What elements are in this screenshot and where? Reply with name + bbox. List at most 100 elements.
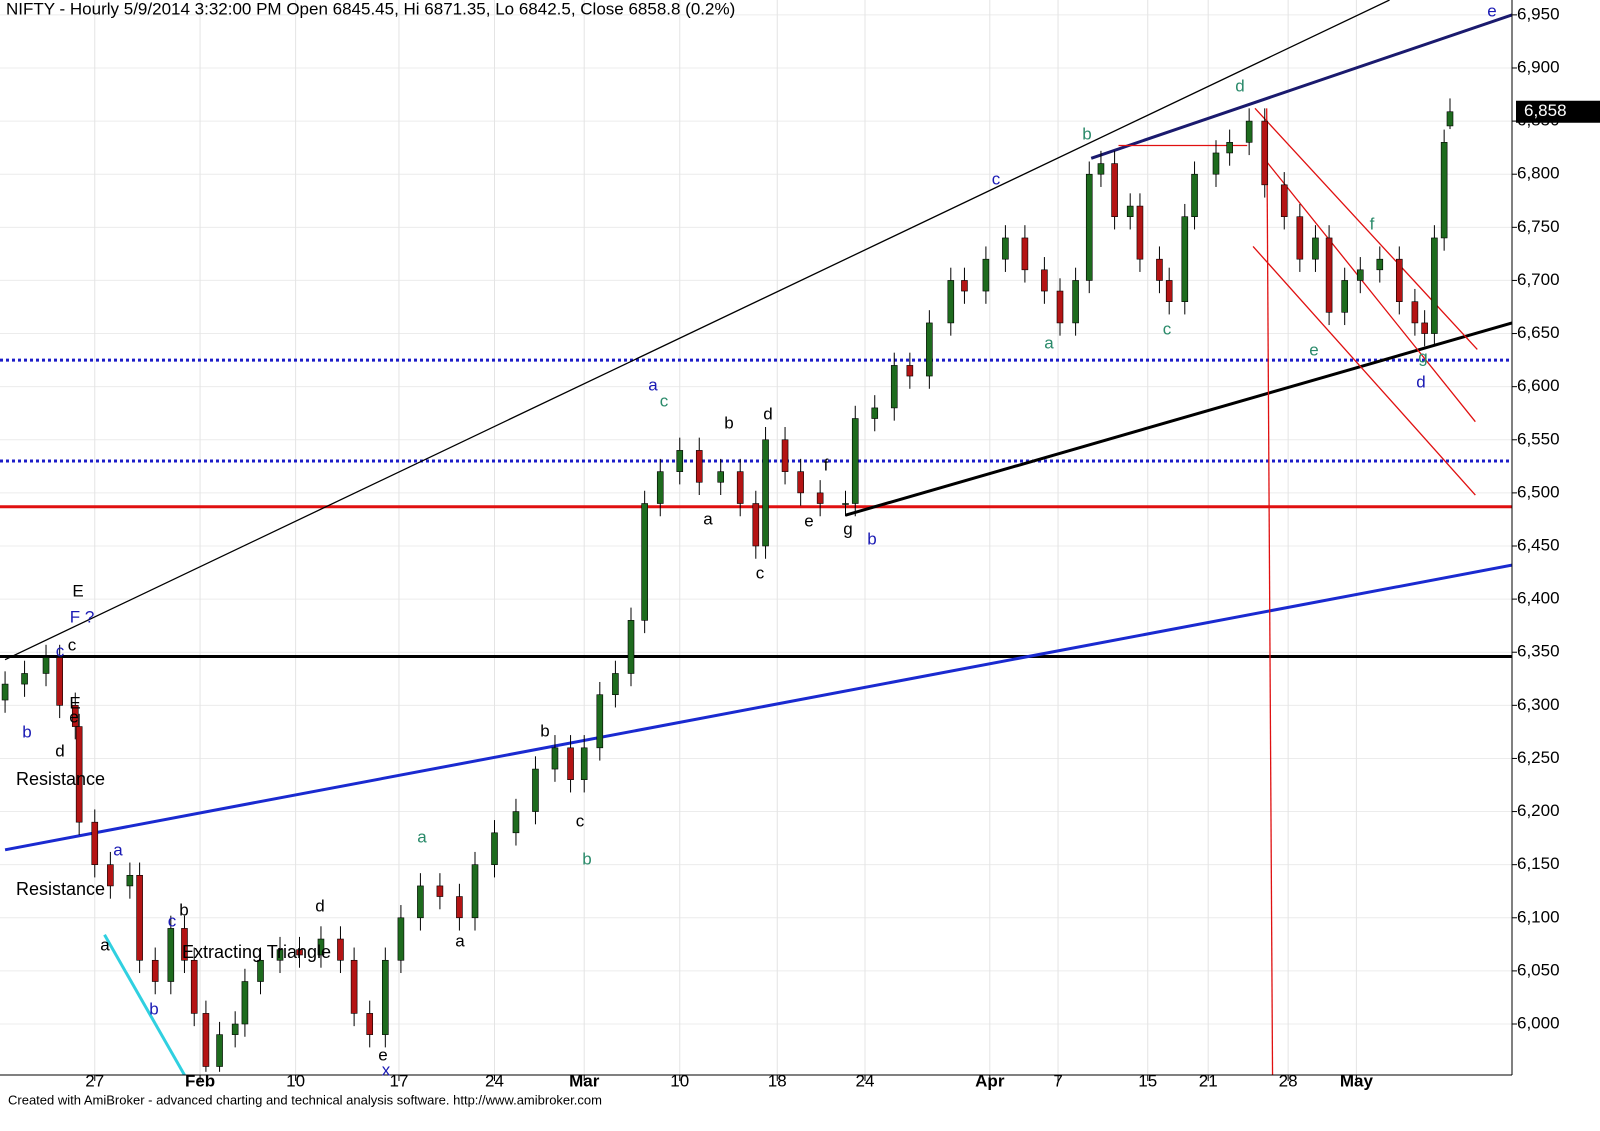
chart-title: NIFTY - Hourly 5/9/2014 3:32:00 PM Open …: [6, 0, 735, 18]
candle-body: [216, 1034, 223, 1067]
candle-body: [42, 657, 50, 674]
candle-body: [21, 673, 28, 685]
annotation: b: [22, 722, 31, 741]
trend-line: [1252, 246, 1476, 496]
candle-body: [961, 280, 968, 292]
candle-body: [296, 949, 303, 956]
trend-line: [1264, 158, 1476, 423]
candle-body: [1165, 280, 1173, 302]
candle-body: [56, 657, 63, 706]
y-tick-label: 6,400: [1517, 589, 1560, 608]
plot-area: [0, 0, 1512, 1075]
candle-body: [612, 673, 619, 696]
candle-body: [551, 747, 559, 770]
candle-body: [1156, 258, 1163, 281]
candle-body: [580, 747, 588, 780]
x-tick-label: 15: [1138, 1071, 1157, 1090]
annotation: a: [703, 509, 713, 528]
candle-body: [1085, 173, 1093, 281]
candle-body: [1, 683, 9, 701]
annotation: d: [55, 741, 64, 760]
annotation: g: [843, 519, 852, 538]
y-tick-label: 6,250: [1517, 748, 1560, 767]
x-tick-label: 10: [670, 1071, 689, 1090]
annotation: a: [648, 375, 658, 394]
candle-body: [1446, 111, 1454, 127]
trend-line: [1090, 13, 1512, 160]
candle-body: [512, 811, 520, 834]
candle-body: [1440, 142, 1448, 239]
y-tick-label: 6,950: [1517, 4, 1560, 23]
candle-body: [317, 938, 325, 956]
axes: 6,000 6,050 6,100 6,150 6,200 6,250 6,300 6,350…: [0, 0, 1560, 1090]
annotation: f: [1370, 214, 1375, 233]
candle-body: [1245, 120, 1253, 143]
candle-body: [1356, 269, 1364, 281]
x-tick-label: Mar: [569, 1071, 600, 1090]
annotation: c: [660, 391, 669, 410]
candle-body: [382, 959, 389, 1035]
candle-body: [151, 959, 159, 982]
trend-line: [1254, 107, 1478, 350]
annotation: d: [763, 404, 772, 423]
y-tick-label: 6,200: [1517, 801, 1560, 820]
last-price-label: 6,858: [1524, 101, 1567, 120]
candle-body: [1376, 258, 1384, 271]
annotation: c: [68, 635, 77, 654]
annotation: c: [756, 563, 765, 582]
annotation: b: [540, 721, 549, 740]
candle-body: [926, 322, 933, 377]
y-tick-label: 6,350: [1517, 642, 1560, 661]
annotation: g: [1418, 347, 1427, 366]
y-tick-label: 6,450: [1517, 535, 1560, 554]
candle-body: [890, 365, 898, 409]
annotation: c: [168, 911, 177, 930]
candle-body: [190, 959, 198, 1014]
candle-body: [736, 471, 744, 504]
candle-body: [1111, 163, 1118, 217]
annotation: e: [1309, 340, 1318, 359]
candle-body: [532, 768, 539, 812]
candle-body: [752, 503, 760, 547]
trend-line: [1266, 108, 1274, 1075]
y-tick-label: 6,900: [1517, 57, 1560, 76]
x-tick-label: May: [1340, 1071, 1374, 1090]
candle-body: [1041, 269, 1048, 292]
candle-body: [717, 471, 725, 483]
x-tick-label: Apr: [975, 1071, 1005, 1090]
candle-body: [202, 1013, 210, 1067]
candle-body: [181, 928, 188, 961]
trend-line: [103, 934, 186, 1075]
candle-body: [781, 439, 789, 472]
annotation: d: [315, 896, 324, 915]
candle-body: [1212, 152, 1220, 175]
candle-body: [241, 981, 249, 1025]
footer: Created with AmiBroker - advanced charti…: [8, 1092, 602, 1107]
y-tick-label: 6,750: [1517, 217, 1560, 236]
y-tick-label: 6,800: [1517, 164, 1560, 183]
y-tick-label: 6,600: [1517, 376, 1560, 395]
candle-body: [871, 407, 879, 419]
candle-body: [471, 864, 479, 919]
candle-body: [762, 439, 769, 547]
candle-body: [906, 365, 914, 377]
candle-body: [1072, 280, 1079, 324]
candle-body: [1002, 237, 1009, 260]
candle-body: [567, 747, 574, 780]
x-tick-label: 24: [856, 1071, 875, 1090]
candle-body: [1431, 237, 1438, 334]
y-tick-label: 6,300: [1517, 695, 1560, 714]
candle-body: [1191, 173, 1198, 217]
annotation: c: [56, 641, 65, 660]
candle-body: [126, 874, 134, 887]
trend-line: [4, 0, 1390, 661]
candle-body: [231, 1023, 239, 1035]
x-tick-label: Feb: [185, 1071, 215, 1090]
candle-body: [695, 450, 703, 483]
candle-body: [417, 885, 424, 919]
annotation: Resistance: [16, 769, 105, 789]
annotation: b: [724, 413, 733, 432]
annotation: c: [992, 169, 1001, 188]
y-tick-label: 6,100: [1517, 907, 1560, 926]
annotation: F ?: [70, 607, 95, 626]
